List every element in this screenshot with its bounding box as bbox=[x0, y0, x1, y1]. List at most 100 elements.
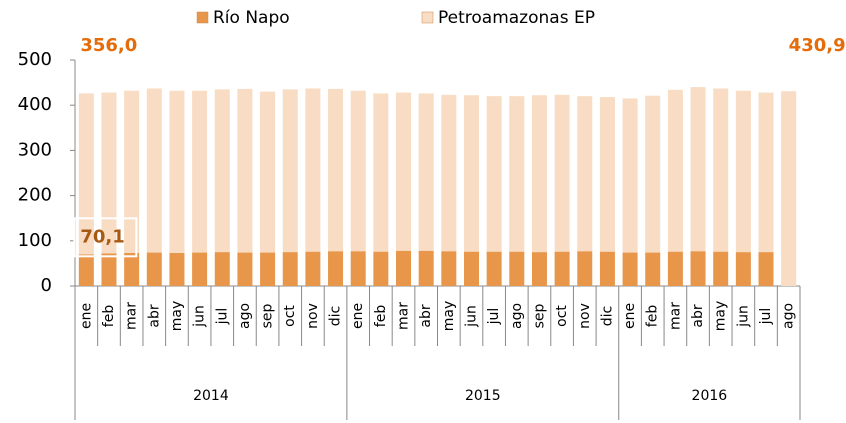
bar-segment bbox=[350, 90, 366, 252]
x-tick-label: ene bbox=[622, 303, 638, 329]
bar-segment bbox=[486, 251, 502, 286]
y-tick-label: 300 bbox=[18, 139, 52, 160]
bar-segment bbox=[260, 252, 276, 286]
bar-segment bbox=[169, 90, 185, 254]
bar-segment bbox=[735, 252, 751, 286]
bar-segment bbox=[192, 252, 208, 286]
y-tick-label: 0 bbox=[41, 275, 52, 296]
bar-segment bbox=[350, 251, 366, 286]
x-tick-label: ago bbox=[509, 303, 525, 329]
bar-segment bbox=[78, 93, 94, 255]
x-tick-label: abr bbox=[146, 304, 162, 327]
bar-segment bbox=[509, 96, 525, 252]
x-tick-label: feb bbox=[645, 305, 661, 328]
bar-segment bbox=[577, 251, 593, 286]
bar-segment bbox=[260, 91, 276, 253]
x-tick-label: jun bbox=[192, 305, 208, 328]
data-label: 70,1 bbox=[80, 226, 124, 247]
legend-swatch bbox=[196, 11, 209, 24]
bar-segment bbox=[124, 90, 140, 254]
bar-segment bbox=[577, 96, 593, 252]
legend-swatch bbox=[421, 11, 434, 24]
bar-segment bbox=[463, 251, 479, 286]
bar-segment bbox=[554, 251, 570, 286]
bar-segment bbox=[328, 251, 344, 286]
bar-segment bbox=[124, 253, 140, 286]
x-tick-label: oct bbox=[554, 305, 570, 327]
bar-segment bbox=[282, 89, 298, 253]
y-tick-label: 100 bbox=[18, 230, 52, 251]
bar-segment bbox=[690, 251, 706, 286]
x-tick-label: jul bbox=[486, 308, 502, 326]
x-tick-label: nov bbox=[305, 303, 321, 329]
bar-segment bbox=[78, 254, 94, 286]
x-group-label: 2015 bbox=[465, 388, 501, 404]
bar-segment bbox=[214, 252, 230, 286]
bar-segment bbox=[373, 93, 389, 252]
bar-segment bbox=[396, 250, 412, 286]
bar-segment bbox=[645, 95, 661, 253]
bar-segment bbox=[531, 252, 547, 286]
bar-segment bbox=[282, 252, 298, 286]
legend-label: Petroamazonas EP bbox=[438, 8, 595, 28]
x-tick-label: abr bbox=[418, 304, 434, 327]
x-group-label: 2016 bbox=[692, 388, 728, 404]
bar-segment bbox=[328, 88, 344, 252]
bar-segment bbox=[622, 252, 638, 286]
bar-segment bbox=[237, 252, 253, 286]
x-tick-label: ene bbox=[350, 303, 366, 329]
bar-segment bbox=[667, 89, 683, 252]
bar-segment bbox=[373, 251, 389, 286]
legend-label: Río Napo bbox=[213, 8, 290, 28]
y-tick-label: 400 bbox=[18, 94, 52, 115]
x-tick-label: sep bbox=[260, 303, 276, 328]
bar-segment bbox=[463, 95, 479, 252]
bar-segment bbox=[214, 89, 230, 253]
bar-segment bbox=[554, 94, 570, 252]
x-tick-label: ene bbox=[78, 303, 94, 329]
x-tick-label: dic bbox=[328, 306, 344, 326]
y-tick-label: 500 bbox=[18, 49, 52, 70]
bar-segment bbox=[758, 92, 774, 253]
y-tick-label: 200 bbox=[18, 185, 52, 206]
bar-segment bbox=[599, 251, 615, 286]
x-tick-label: mar bbox=[396, 302, 412, 330]
x-tick-label: may bbox=[713, 301, 729, 332]
bar-segment bbox=[418, 250, 434, 286]
bar-segment bbox=[713, 251, 729, 286]
bar-segment bbox=[667, 251, 683, 286]
data-label: 430,9 bbox=[789, 35, 846, 56]
bar-segment bbox=[781, 91, 797, 286]
x-tick-label: feb bbox=[101, 305, 117, 328]
x-tick-label: ago bbox=[781, 303, 797, 329]
bar-segment bbox=[396, 92, 412, 251]
bar-segment bbox=[758, 252, 774, 286]
x-tick-label: ago bbox=[237, 303, 253, 329]
x-tick-label: dic bbox=[599, 306, 615, 326]
bar-segment bbox=[169, 253, 185, 286]
x-tick-label: mar bbox=[667, 302, 683, 330]
bar-segment bbox=[531, 95, 547, 253]
x-tick-label: may bbox=[441, 301, 457, 332]
bar-segment bbox=[305, 251, 321, 286]
bar-segment bbox=[486, 96, 502, 252]
x-group-label: 2014 bbox=[193, 388, 229, 404]
bar-segment bbox=[146, 88, 162, 253]
bar-segment bbox=[713, 88, 729, 252]
x-tick-label: feb bbox=[373, 305, 389, 328]
bar-segment bbox=[101, 253, 117, 286]
x-tick-label: oct bbox=[282, 305, 298, 327]
x-tick-label: jun bbox=[463, 305, 479, 328]
bar-segment bbox=[441, 251, 457, 286]
x-tick-label: may bbox=[169, 301, 185, 332]
bar-segment bbox=[690, 87, 706, 252]
x-tick-label: mar bbox=[124, 302, 140, 330]
x-tick-label: jul bbox=[758, 308, 774, 326]
bar-segment bbox=[622, 98, 638, 253]
x-tick-label: jun bbox=[735, 305, 751, 328]
bar-segment bbox=[101, 92, 117, 254]
bar-segment bbox=[645, 252, 661, 286]
bar-segment bbox=[305, 88, 321, 252]
bar-segment bbox=[237, 88, 253, 253]
